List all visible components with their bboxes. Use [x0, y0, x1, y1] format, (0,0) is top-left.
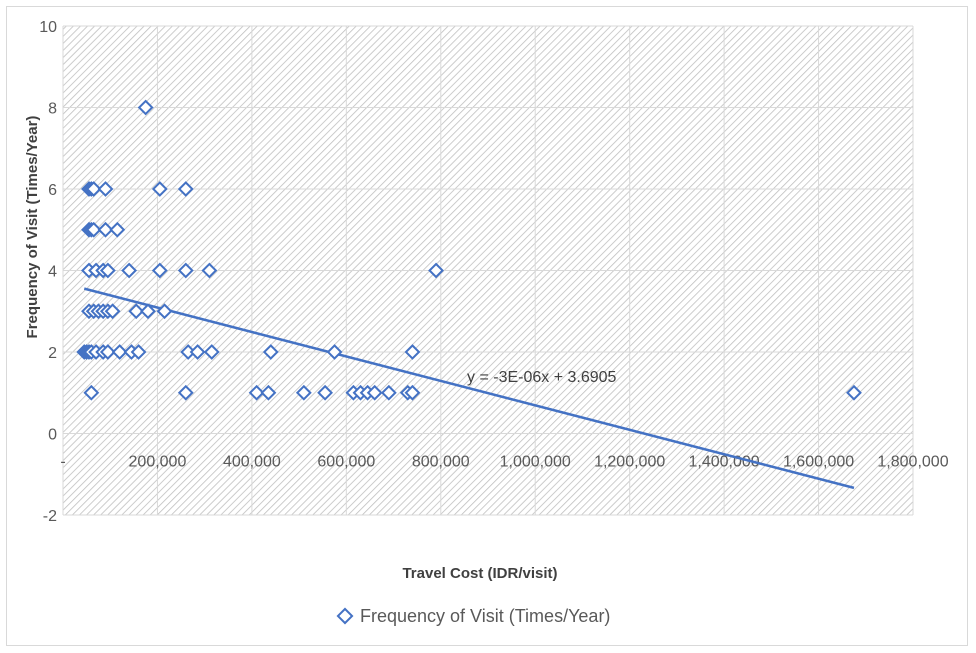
scatter-chart: -2 0 2 4 6 8 10 - 200,000 400,000 600,000 800,000 1,…: [24, 19, 949, 626]
y-axis-title: Frequency of Visit (Times/Year): [24, 116, 41, 339]
y-tick-label: -2: [43, 508, 57, 525]
data-point: [177, 181, 194, 197]
x-tick-label: 200,000: [129, 454, 187, 471]
x-tick-label: -: [60, 454, 65, 471]
data-point: [104, 303, 121, 320]
data-point: [99, 262, 116, 279]
legend-entry: Frequency of Visit (Times/Year): [360, 606, 610, 626]
legend: Frequency of Visit (Times/Year): [336, 606, 610, 626]
data-point: [121, 262, 138, 279]
trendline-layer: [83, 287, 855, 490]
data-point: [317, 384, 333, 401]
data-point: [248, 384, 265, 401]
data-point: [128, 303, 145, 320]
x-tick-label: 800,000: [412, 454, 470, 471]
data-point: [109, 221, 126, 238]
trendline: [83, 287, 855, 490]
data-point: [366, 384, 383, 401]
data-point: [404, 384, 421, 401]
x-tick-label: 400,000: [223, 454, 281, 471]
data-point: [97, 221, 114, 238]
data-point: [428, 262, 444, 279]
data-point: [380, 384, 397, 401]
data-point: [85, 181, 102, 197]
data-point: [189, 344, 206, 360]
data-point: [130, 344, 147, 360]
data-point: [137, 99, 154, 116]
data-point: [846, 384, 862, 401]
y-tick-label: 6: [48, 182, 57, 199]
data-point: [260, 384, 277, 401]
data-point: [177, 384, 194, 401]
data-point: [262, 344, 279, 360]
data-point: [156, 303, 173, 320]
data-point: [201, 262, 218, 279]
data-point: [85, 221, 102, 238]
y-tick-label: 2: [48, 345, 57, 362]
x-tick-label: 1,800,000: [877, 454, 948, 471]
data-point: [151, 262, 168, 279]
y-tick-label: 10: [39, 19, 57, 36]
data-point: [99, 344, 116, 360]
data-point: [177, 262, 194, 279]
data-point: [326, 344, 343, 360]
data-point: [404, 344, 421, 360]
data-point: [203, 344, 220, 360]
x-tick-label: 1,000,000: [500, 454, 571, 471]
y-tick-label: 0: [48, 427, 57, 444]
data-point: [111, 344, 128, 360]
x-tick-label: 600,000: [317, 454, 375, 471]
data-point: [295, 384, 312, 401]
data-points: [76, 99, 862, 401]
y-tick-label: 4: [48, 264, 57, 281]
data-point: [97, 181, 114, 197]
data-point: [83, 384, 100, 401]
x-axis-title: Travel Cost (IDR/visit): [402, 565, 557, 582]
data-point: [151, 181, 168, 197]
trendline-equation: y = -3E-06x + 3.6905: [467, 369, 617, 386]
data-point: [140, 303, 156, 320]
chart-frame: -2 0 2 4 6 8 10 - 200,000 400,000 600,000 800,000 1,…: [6, 6, 968, 646]
y-tick-label: 8: [48, 101, 57, 118]
legend-marker-icon: [336, 607, 354, 625]
tick-labels: -2 0 2 4 6 8 10 - 200,000 400,000 600,000 800,000 1,…: [39, 19, 948, 525]
x-tick-label: 1,600,000: [783, 454, 854, 471]
x-tick-label: 1,200,000: [594, 454, 665, 471]
